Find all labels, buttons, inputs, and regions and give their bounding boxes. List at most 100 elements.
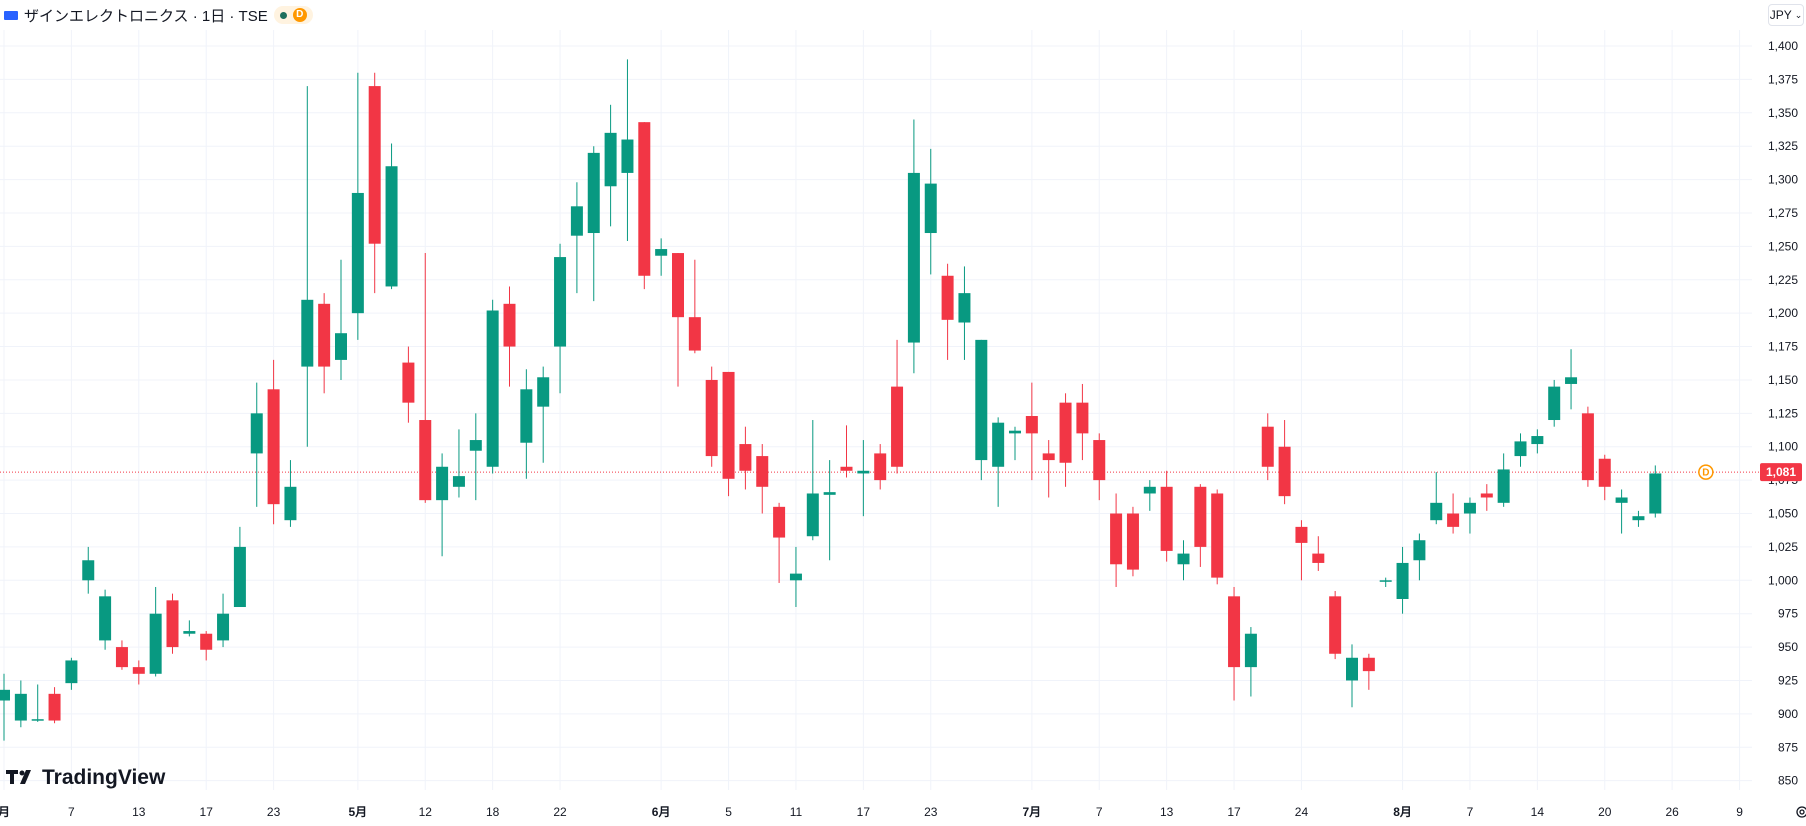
candle-73[interactable] bbox=[1228, 586, 1241, 701]
candle-55[interactable] bbox=[924, 148, 937, 275]
candle-69[interactable] bbox=[1160, 470, 1173, 562]
candle-52[interactable] bbox=[874, 444, 887, 490]
candle-24[interactable] bbox=[402, 346, 415, 423]
candle-81[interactable] bbox=[1362, 653, 1375, 690]
candle-41[interactable] bbox=[688, 259, 701, 354]
candle-88[interactable] bbox=[1480, 484, 1493, 511]
candle-97[interactable] bbox=[1632, 510, 1645, 527]
candle-10[interactable] bbox=[166, 593, 179, 654]
candle-49[interactable] bbox=[823, 460, 836, 561]
candle-92[interactable] bbox=[1548, 379, 1561, 427]
candle-83[interactable] bbox=[1396, 546, 1409, 614]
candle-86[interactable] bbox=[1447, 493, 1460, 534]
candle-94[interactable] bbox=[1581, 406, 1594, 487]
candle-64[interactable] bbox=[1076, 383, 1089, 461]
candle-63[interactable] bbox=[1059, 393, 1072, 487]
candle-28[interactable] bbox=[469, 413, 482, 501]
symbol-title[interactable]: ザインエレクトロニクス · 1日 · TSE bbox=[24, 7, 268, 25]
candle-54[interactable] bbox=[907, 119, 920, 374]
candle-57[interactable] bbox=[958, 266, 971, 360]
candle-7[interactable] bbox=[115, 640, 128, 670]
candle-84[interactable] bbox=[1413, 533, 1426, 581]
candle-70[interactable] bbox=[1177, 540, 1190, 581]
candle-17[interactable] bbox=[284, 460, 297, 527]
candle-8[interactable] bbox=[132, 660, 145, 685]
candle-40[interactable] bbox=[672, 253, 684, 387]
candle-53[interactable] bbox=[891, 339, 904, 474]
candle-25[interactable] bbox=[419, 253, 432, 503]
candle-60[interactable] bbox=[1009, 426, 1021, 461]
candle-11[interactable] bbox=[183, 620, 196, 637]
candle-90[interactable] bbox=[1514, 433, 1527, 467]
symbol-header[interactable]: ザインエレクトロニクス · 1日 · TSE D bbox=[4, 4, 313, 26]
candle-68[interactable] bbox=[1143, 480, 1156, 511]
candle-5[interactable] bbox=[82, 546, 95, 594]
candle-29[interactable] bbox=[486, 299, 499, 474]
candle-37[interactable] bbox=[621, 59, 634, 242]
candles[interactable] bbox=[0, 59, 1662, 741]
candle-2[interactable] bbox=[31, 684, 44, 722]
candle-58[interactable] bbox=[975, 339, 988, 481]
candle-33[interactable] bbox=[554, 243, 567, 394]
candle-91[interactable] bbox=[1531, 429, 1544, 454]
candle-1[interactable] bbox=[14, 680, 27, 728]
time-axis[interactable]: 月 7 13 17 23 5月 12 18 22 6月 5 11 17 23 7月 7 13 17 24 8月 7 14 2… bbox=[0, 805, 1743, 819]
candle-13[interactable] bbox=[217, 593, 230, 648]
candle-43[interactable] bbox=[722, 371, 735, 497]
candle-3[interactable] bbox=[48, 687, 61, 724]
candle-51[interactable] bbox=[857, 440, 870, 517]
dividend-marker[interactable]: D bbox=[1698, 464, 1714, 480]
candle-71[interactable] bbox=[1194, 484, 1207, 567]
candle-62[interactable] bbox=[1042, 440, 1055, 498]
candle-0[interactable] bbox=[0, 673, 10, 741]
candle-82[interactable] bbox=[1379, 577, 1392, 587]
gear-icon[interactable] bbox=[1794, 804, 1806, 820]
candle-98[interactable] bbox=[1649, 465, 1662, 518]
candle-9[interactable] bbox=[149, 586, 162, 677]
candle-42[interactable] bbox=[705, 366, 718, 467]
candle-14[interactable] bbox=[233, 526, 246, 608]
candle-85[interactable] bbox=[1430, 472, 1443, 525]
dividend-badge[interactable]: D bbox=[292, 8, 307, 22]
tradingview-logo[interactable]: TradingView bbox=[6, 766, 165, 790]
candle-4[interactable] bbox=[65, 657, 78, 690]
candle-46[interactable] bbox=[773, 502, 786, 583]
price-axis[interactable]: 8508759009259509751,0001,0251,0501,0751,… bbox=[1768, 39, 1798, 788]
candle-65[interactable] bbox=[1093, 433, 1106, 501]
candle-44[interactable] bbox=[739, 426, 752, 490]
candle-76[interactable] bbox=[1278, 420, 1291, 505]
candle-78[interactable] bbox=[1312, 536, 1325, 571]
currency-selector[interactable]: JPY ⌄ bbox=[1768, 4, 1804, 26]
candle-74[interactable] bbox=[1244, 627, 1257, 697]
candle-23[interactable] bbox=[385, 143, 398, 290]
candle-18[interactable] bbox=[301, 86, 314, 447]
status-pill[interactable]: D bbox=[273, 6, 313, 24]
candle-77[interactable] bbox=[1295, 520, 1308, 581]
candle-80[interactable] bbox=[1346, 644, 1358, 708]
candle-35[interactable] bbox=[587, 146, 600, 302]
candle-87[interactable] bbox=[1463, 497, 1476, 534]
candle-95[interactable] bbox=[1598, 454, 1611, 501]
candle-89[interactable] bbox=[1497, 453, 1510, 507]
candle-96[interactable] bbox=[1615, 489, 1628, 534]
candle-6[interactable] bbox=[99, 589, 112, 650]
candle-21[interactable] bbox=[351, 72, 364, 340]
candle-15[interactable] bbox=[250, 382, 263, 507]
candle-26[interactable] bbox=[436, 453, 449, 557]
candle-59[interactable] bbox=[992, 417, 1005, 507]
candle-30[interactable] bbox=[503, 286, 516, 387]
candle-79[interactable] bbox=[1329, 590, 1342, 660]
candle-22[interactable] bbox=[368, 72, 381, 294]
candle-39[interactable] bbox=[655, 238, 668, 276]
candle-45[interactable] bbox=[756, 444, 769, 514]
candle-67[interactable] bbox=[1126, 506, 1139, 577]
candle-19[interactable] bbox=[318, 293, 331, 394]
candle-50[interactable] bbox=[840, 425, 853, 478]
candle-72[interactable] bbox=[1211, 489, 1224, 585]
candle-31[interactable] bbox=[520, 369, 533, 479]
candle-32[interactable] bbox=[537, 366, 550, 463]
candle-36[interactable] bbox=[604, 104, 617, 227]
candle-12[interactable] bbox=[200, 631, 213, 661]
candle-38[interactable] bbox=[638, 122, 651, 290]
